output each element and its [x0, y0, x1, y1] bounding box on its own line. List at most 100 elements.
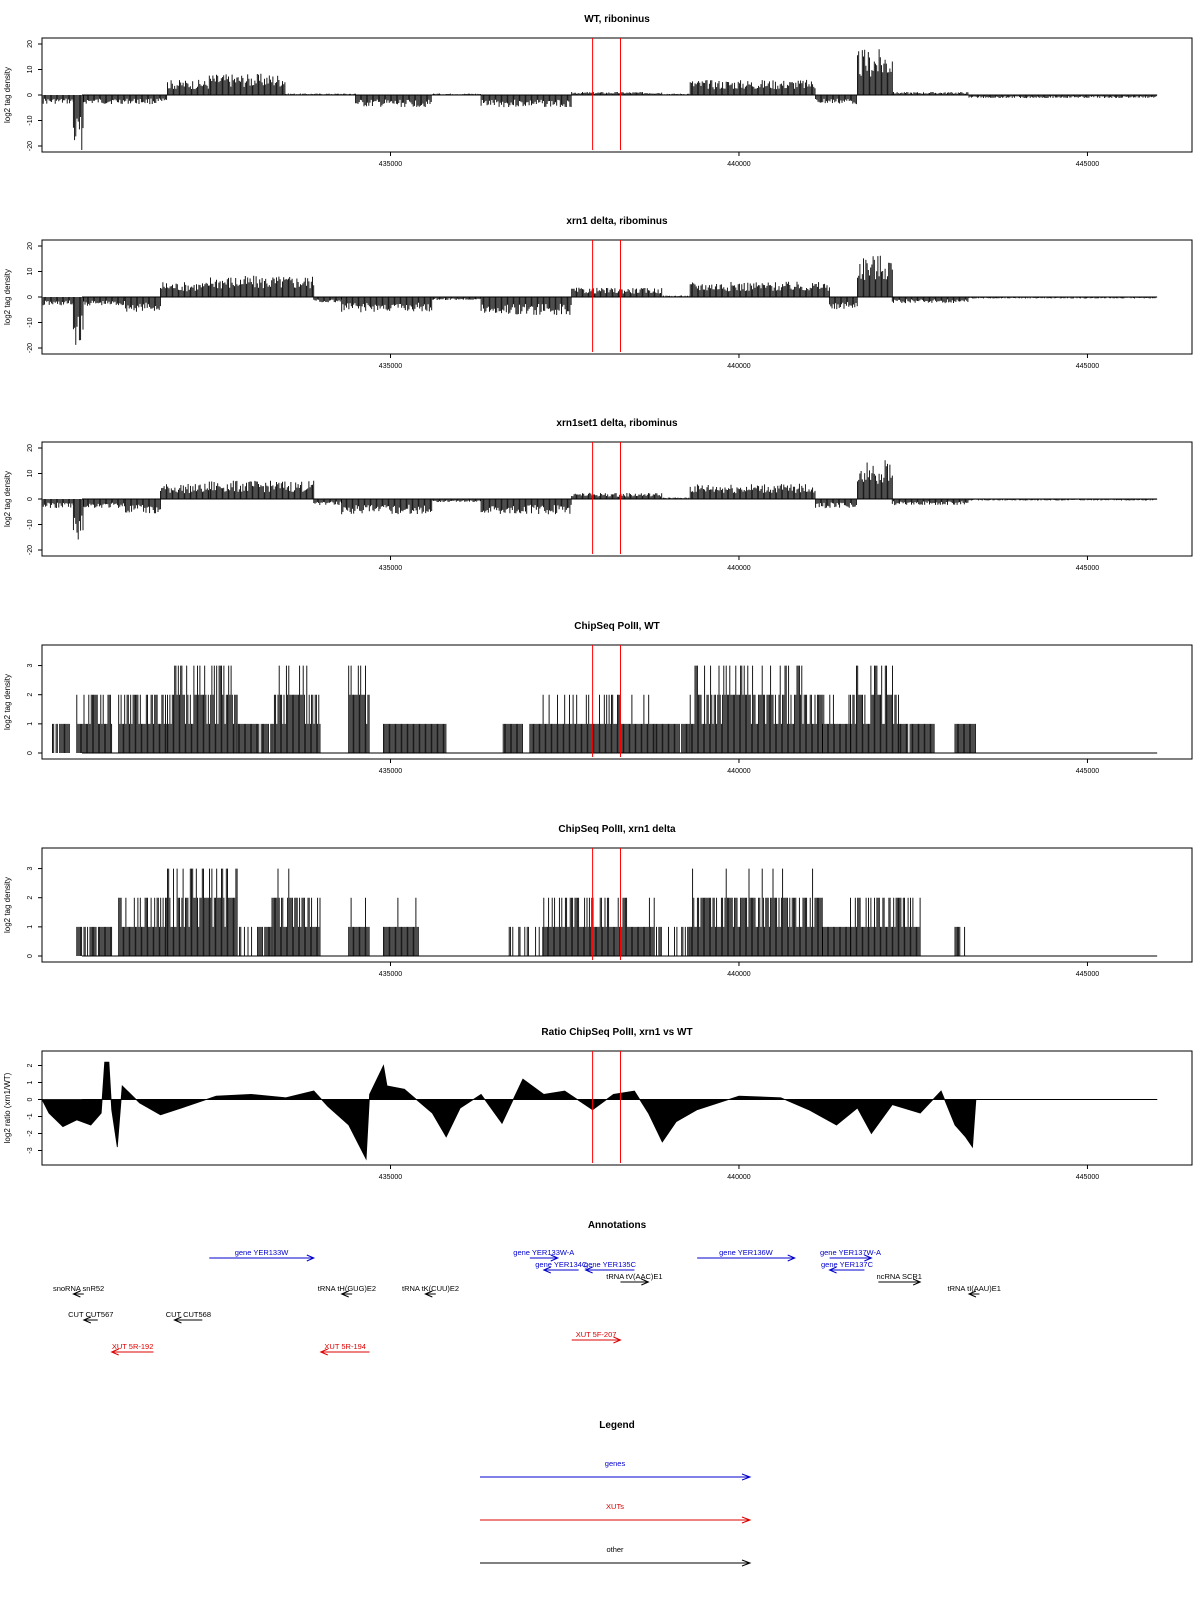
feature-label: gene YER136W	[719, 1248, 774, 1257]
signal-segment	[83, 297, 126, 306]
signal-segment	[348, 897, 370, 956]
feature-arrow-head	[787, 1254, 796, 1262]
signal-bars	[898, 723, 935, 753]
legend-arrow-head	[741, 1516, 752, 1524]
feature-arrow-head	[613, 1336, 622, 1344]
signal-bars	[689, 665, 823, 753]
signal-segment	[271, 665, 321, 753]
y-axis-label: log2 tag density	[3, 269, 12, 325]
y-axis-label: log2 tag density	[3, 877, 12, 933]
signal-segment	[125, 499, 161, 514]
feature-arrow-head	[828, 1266, 837, 1274]
signal-segment	[118, 897, 168, 956]
feature-label: tRNA tK(CUU)E2	[402, 1284, 459, 1293]
signal-bars	[571, 92, 663, 95]
annotations-panel: Annotations gene YER133W gene YER133W-A gen…	[53, 1220, 1001, 1356]
signal-segment	[891, 297, 969, 304]
signal-bars	[208, 275, 315, 297]
signal-bars	[118, 694, 168, 753]
annotation-feature: ncRNA SCR1	[877, 1272, 922, 1286]
feature-label: ncRNA SCR1	[877, 1272, 922, 1281]
y-tick-label: 2	[27, 1063, 34, 1067]
legend-label: genes	[605, 1459, 626, 1468]
signal-bars	[160, 483, 209, 499]
signal-segment	[571, 92, 663, 95]
x-tick-label: 445000	[1076, 363, 1099, 370]
signal-bars	[348, 897, 370, 956]
legend-panel: Legend genes XUTs other	[480, 1420, 752, 1567]
signal-bars	[480, 297, 572, 315]
signal-segment	[850, 665, 899, 753]
signal-bars	[208, 73, 286, 95]
signal-segment	[689, 868, 823, 956]
signal-bars	[689, 483, 816, 499]
signal-bars	[125, 499, 161, 514]
signal-bars	[891, 297, 969, 304]
feature-arrow-head	[641, 1278, 650, 1286]
y-tick-label: -10	[27, 519, 34, 529]
feature-label: gene YER134C	[535, 1260, 588, 1269]
y-tick-label: 10	[27, 268, 34, 276]
y-tick-label: 1	[27, 1080, 34, 1084]
signal-bars	[383, 897, 419, 956]
feature-label: tRNA tV(AAC)E1	[606, 1272, 662, 1281]
signal-bars	[167, 79, 209, 95]
x-tick-label: 440000	[727, 1174, 750, 1181]
y-tick-label: 20	[27, 242, 34, 250]
x-tick-label: 435000	[379, 971, 402, 978]
y-tick-label: 0	[27, 497, 34, 501]
signal-segment	[160, 483, 209, 499]
signal-segment	[125, 297, 161, 312]
signal-bars	[502, 723, 523, 753]
chart-panel-4: ChipSeq PolII, WT log2 tag density 0 1 2 3 435…	[3, 621, 1193, 775]
signal-bars	[850, 897, 921, 956]
signal-segment	[239, 926, 273, 956]
signal-segment	[954, 723, 976, 753]
signal-segment	[341, 297, 433, 313]
annotation-feature: CUT CUT568	[166, 1310, 211, 1324]
signal-bars	[341, 297, 433, 313]
y-tick-label: 0	[27, 295, 34, 299]
feature-arrow-head	[72, 1290, 81, 1298]
signal-bars	[76, 926, 113, 956]
signal-bars	[508, 926, 544, 956]
signal-bars	[431, 297, 481, 300]
plot-frame	[41, 1050, 1193, 1166]
signal-bars	[72, 95, 84, 150]
y-tick-label: -20	[27, 545, 34, 555]
signal-segment	[571, 492, 663, 499]
signal-segment	[571, 287, 663, 297]
signal-bars	[891, 92, 969, 95]
signal-bars	[689, 868, 823, 956]
signal-segment	[41, 297, 74, 306]
signal-bars	[167, 665, 238, 753]
feature-arrow-head	[173, 1316, 182, 1324]
y-tick-label: 2	[27, 693, 34, 697]
signal-segment	[118, 694, 168, 753]
feature-label: gene YER133W	[235, 1248, 290, 1257]
chart-panel-3: xrn1set1 delta, ribominus log2 tag densit…	[3, 418, 1193, 572]
signal-segment	[313, 499, 342, 505]
legend-item: genes	[480, 1459, 752, 1481]
signal-segment	[656, 926, 691, 956]
signal-segment	[348, 665, 370, 753]
chart-title: xrn1 delta, ribominus	[566, 216, 668, 227]
x-tick-label: 445000	[1076, 971, 1099, 978]
signal-bars	[83, 297, 126, 306]
signal-bars	[83, 95, 168, 105]
signal-segment	[83, 499, 126, 508]
signal-bars	[891, 499, 969, 506]
signal-segment	[167, 868, 238, 956]
signal-segment	[689, 281, 830, 297]
signal-bars	[857, 49, 893, 95]
signal-segment	[968, 95, 1157, 99]
signal-bars	[968, 95, 1157, 99]
x-tick-label: 440000	[727, 768, 750, 775]
annotation-feature: tRNA tH(GUG)E2	[318, 1284, 376, 1298]
legend-label: XUTs	[606, 1502, 624, 1511]
ratio-area	[41, 1061, 1158, 1161]
legend-title: Legend	[599, 1420, 635, 1431]
y-tick-label: -1	[27, 1113, 34, 1119]
x-tick-label: 440000	[727, 161, 750, 168]
